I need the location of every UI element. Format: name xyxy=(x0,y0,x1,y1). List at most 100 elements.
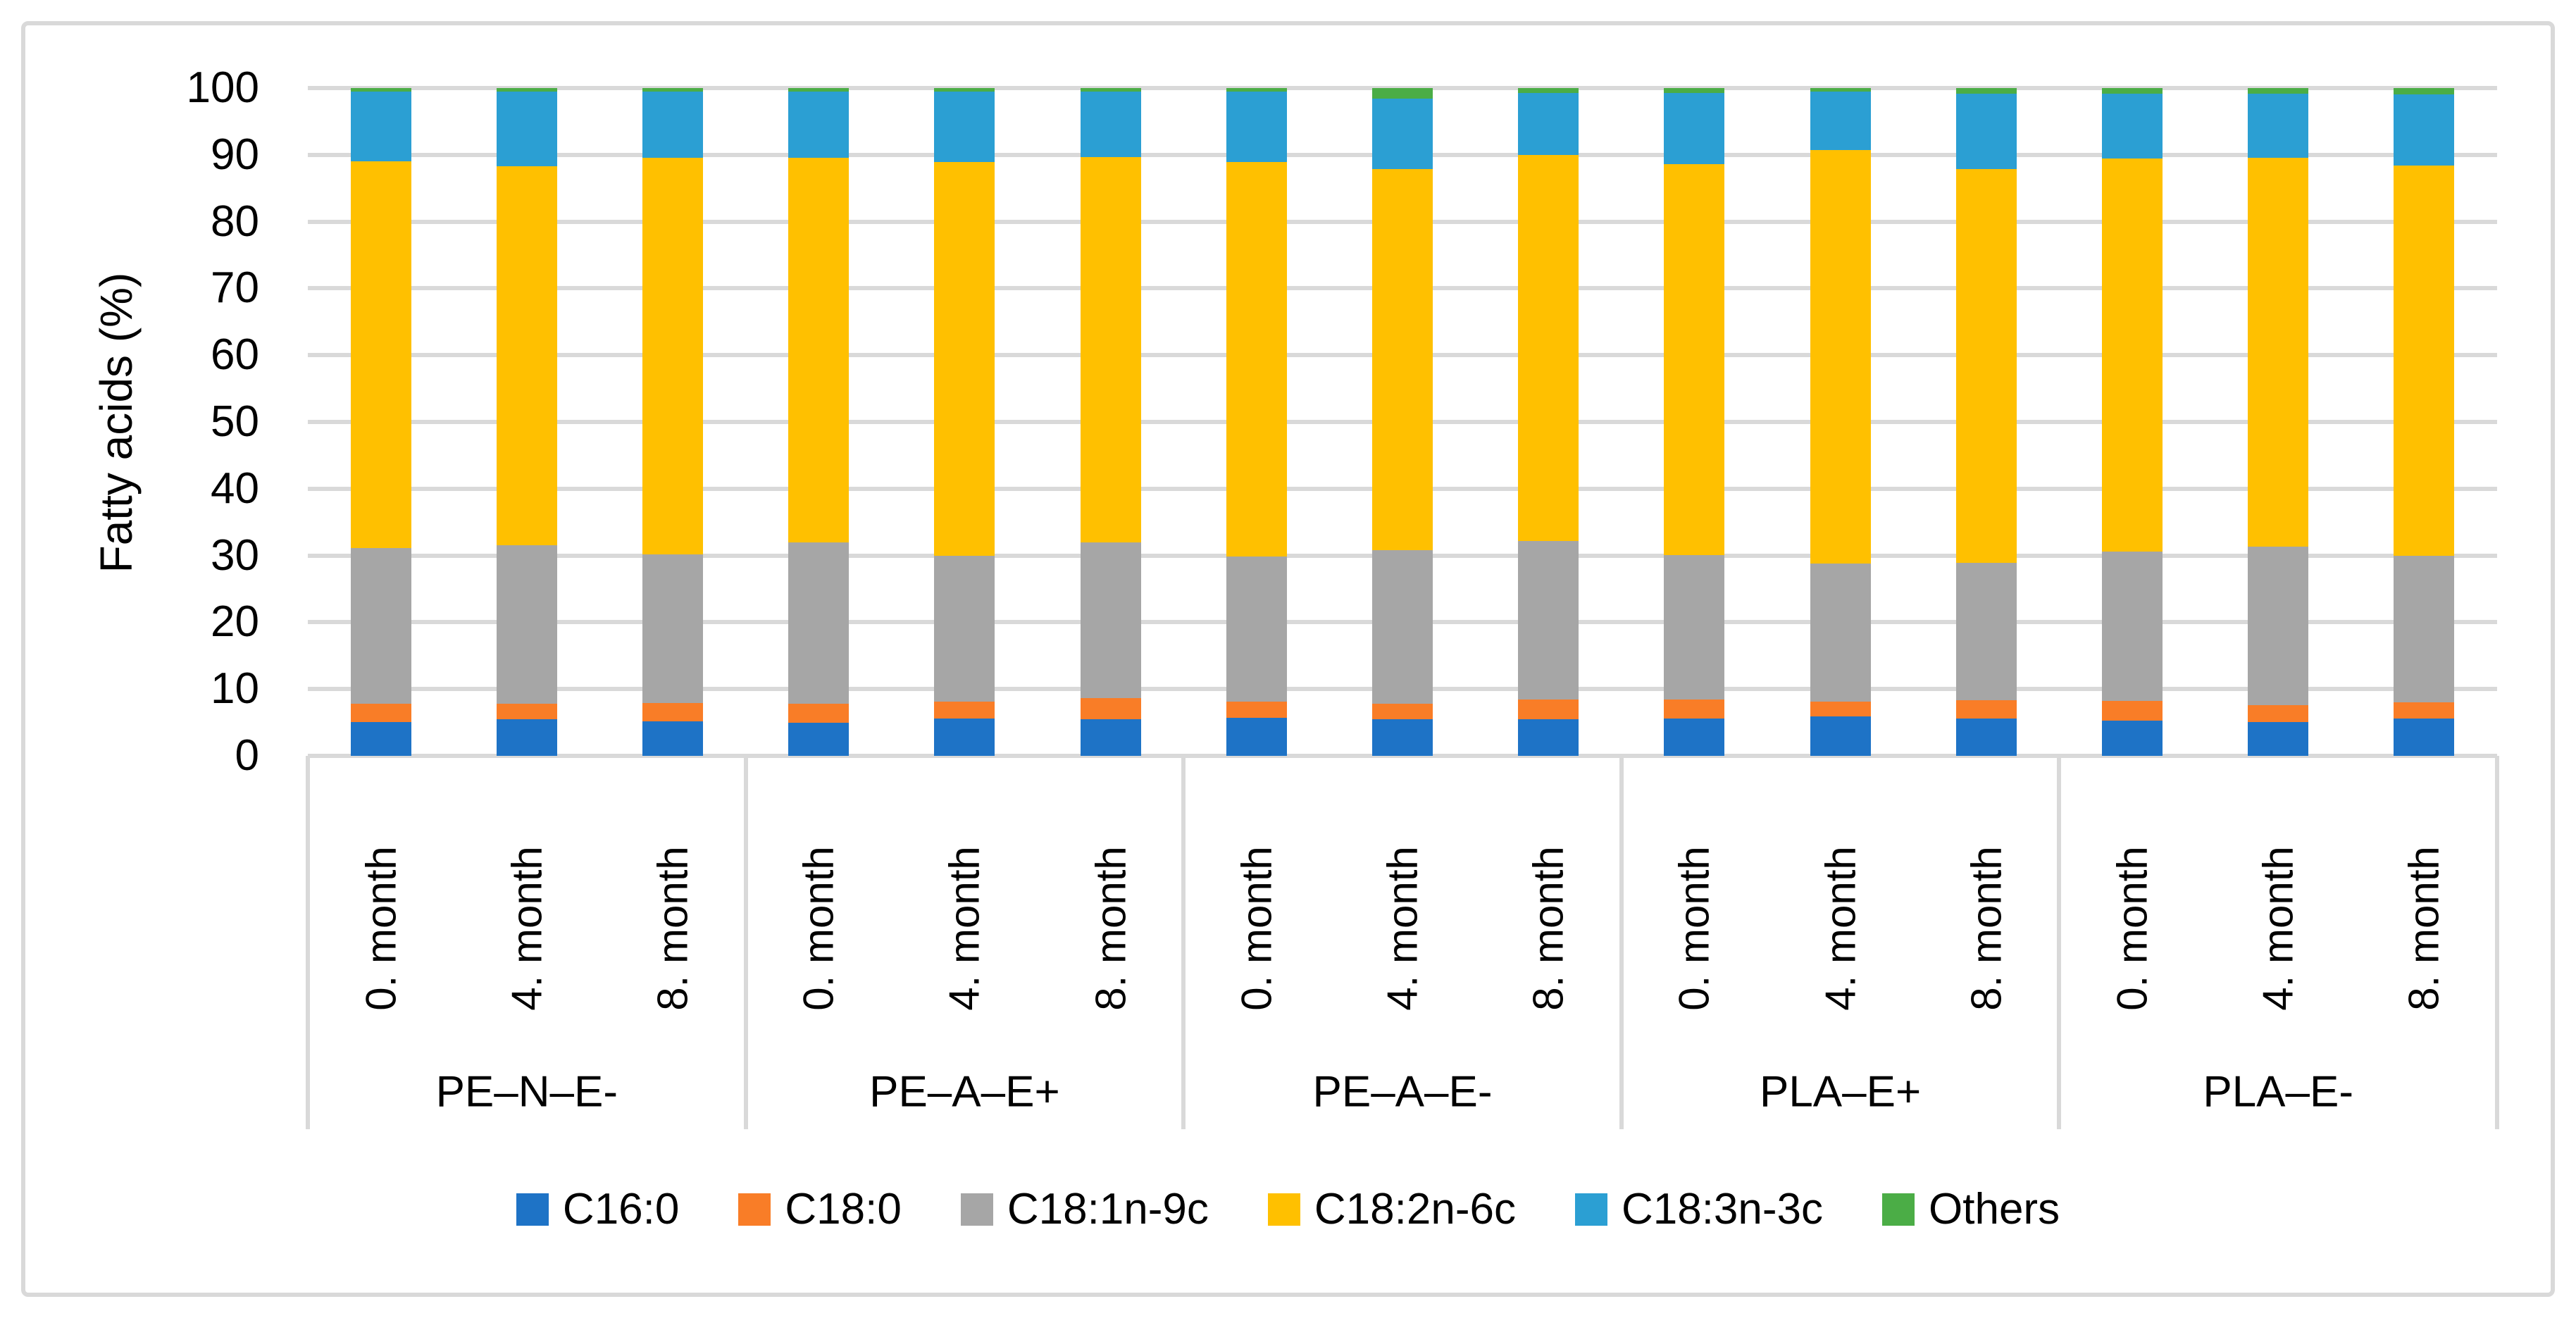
bar-segment-C18:0 xyxy=(1664,700,1725,719)
legend-item-C18:0: C18:0 xyxy=(738,1185,902,1233)
bar-segment-C18:3n-3c xyxy=(2248,93,2309,158)
legend-label: Others xyxy=(1929,1185,2060,1233)
bar-segment-Others xyxy=(1080,88,1141,92)
bar-segment-C18:3n-3c xyxy=(934,91,995,163)
bar-segment-C18:0 xyxy=(2394,702,2455,719)
bar-segment-C16:0 xyxy=(350,721,411,756)
bar-segment-C18:0 xyxy=(1955,700,2017,719)
bar-segment-Others xyxy=(788,88,850,92)
bar-segment-Others xyxy=(934,88,995,92)
y-tick-label: 50 xyxy=(211,397,259,446)
group-label: PE–A–E+ xyxy=(869,1067,1060,1117)
bar-segment-C16:0 xyxy=(1372,719,1433,756)
bar-segment-C18:2n-6c xyxy=(788,157,850,542)
month-label: 4. month xyxy=(503,846,551,1011)
bar-segment-C18:1n-9c xyxy=(1372,550,1433,704)
bar-segment-C18:3n-3c xyxy=(1810,91,1871,151)
bar-segment-C18:0 xyxy=(1810,702,1871,717)
month-label: 0. month xyxy=(357,846,405,1011)
group-separator xyxy=(743,756,748,1129)
y-tick-label: 40 xyxy=(211,464,259,513)
bar-segment-C18:1n-9c xyxy=(1664,554,1725,700)
bar-segment-Others xyxy=(496,88,557,92)
legend-label: C18:0 xyxy=(785,1185,902,1233)
y-tick-label: 60 xyxy=(211,330,259,380)
bar-segment-C18:2n-6c xyxy=(1664,164,1725,555)
group-separator xyxy=(2057,756,2062,1129)
bar-segment-C18:1n-9c xyxy=(1226,557,1287,702)
bar-segment-C18:1n-9c xyxy=(2394,555,2455,703)
bar-segment-C18:3n-3c xyxy=(788,91,850,158)
month-label: 8. month xyxy=(2400,846,2448,1011)
month-label: 0. month xyxy=(2108,846,2156,1011)
bar-segment-C18:2n-6c xyxy=(1955,168,2017,564)
y-tick-label: 80 xyxy=(211,197,259,246)
bar-segment-C16:0 xyxy=(496,719,557,756)
bar-segment-Others xyxy=(2394,88,2455,95)
bar-segment-C18:3n-3c xyxy=(2102,93,2163,159)
group-separator xyxy=(306,756,310,1129)
y-axis-title: Fatty acids (%) xyxy=(91,272,142,573)
month-label: 0. month xyxy=(1233,846,1281,1011)
bar-segment-C18:2n-6c xyxy=(2394,165,2455,556)
legend-label: C18:1n-9c xyxy=(1007,1185,1209,1233)
y-tick-label: 20 xyxy=(211,597,259,647)
legend-item-C18:3n-3c: C18:3n-3c xyxy=(1574,1185,1824,1233)
bar-segment-C18:3n-3c xyxy=(1372,99,1433,169)
y-tick-label: 0 xyxy=(235,731,259,780)
group-label: PE–N–E- xyxy=(435,1067,618,1117)
bar-segment-C16:0 xyxy=(1810,716,1871,756)
bar-segment-Others xyxy=(1810,88,1871,92)
bar-segment-C18:2n-6c xyxy=(350,161,411,549)
bar-segment-C18:1n-9c xyxy=(2248,547,2309,705)
bar-segment-C18:0 xyxy=(1226,702,1287,718)
bar-segment-C18:1n-9c xyxy=(2102,551,2163,702)
group-label: PE–A–E- xyxy=(1312,1067,1493,1117)
y-tick-label: 100 xyxy=(186,63,259,112)
bar-segment-C16:0 xyxy=(934,718,995,756)
bar-segment-C18:2n-6c xyxy=(1080,156,1141,542)
bar-segment-C18:3n-3c xyxy=(350,91,411,162)
bar-segment-C18:0 xyxy=(2248,704,2309,722)
bar-segment-C18:2n-6c xyxy=(642,157,703,554)
month-label: 8. month xyxy=(1962,846,2010,1011)
y-tick-label: 30 xyxy=(211,530,259,580)
bar-segment-C18:0 xyxy=(642,703,703,721)
y-tick-label: 70 xyxy=(211,263,259,313)
bar-segment-C18:1n-9c xyxy=(642,554,703,704)
legend-swatch xyxy=(516,1193,549,1226)
legend-label: C18:3n-3c xyxy=(1621,1185,1824,1233)
bar-segment-C18:2n-6c xyxy=(934,162,995,556)
bar-segment-C18:1n-9c xyxy=(350,548,411,704)
bar-segment-C18:1n-9c xyxy=(1810,563,1871,702)
legend-item-C18:2n-6c: C18:2n-6c xyxy=(1267,1188,1516,1231)
bar-segment-C18:0 xyxy=(350,704,411,722)
bar-segment-C16:0 xyxy=(2102,720,2163,756)
bar-segment-C16:0 xyxy=(1518,719,1579,756)
bar-segment-C18:2n-6c xyxy=(2248,157,2309,547)
bar-segment-C18:3n-3c xyxy=(642,91,703,158)
month-label: 8. month xyxy=(649,846,697,1011)
bar-segment-C18:0 xyxy=(1518,700,1579,719)
bar-segment-C18:0 xyxy=(2102,701,2163,721)
bar-segment-Others xyxy=(1664,88,1725,93)
bar-segment-C18:3n-3c xyxy=(1080,91,1141,157)
month-label: 4. month xyxy=(940,846,988,1011)
bar-segment-C16:0 xyxy=(1955,718,2017,756)
legend-label: C16:0 xyxy=(562,1185,680,1233)
bar-segment-C18:1n-9c xyxy=(496,545,557,704)
legend-swatch xyxy=(960,1193,993,1226)
bar-segment-Others xyxy=(1226,88,1287,92)
bar-segment-C16:0 xyxy=(1080,719,1141,756)
bar-segment-C18:1n-9c xyxy=(1955,563,2017,701)
legend-item-C18:1n-9c: C18:1n-9c xyxy=(960,1185,1209,1233)
bar-segment-C18:0 xyxy=(788,704,850,723)
bar-segment-Others xyxy=(2248,88,2309,94)
month-label: 8. month xyxy=(1524,846,1572,1011)
bar-segment-C18:1n-9c xyxy=(788,542,850,704)
legend-swatch xyxy=(738,1193,771,1226)
bar-segment-Others xyxy=(2102,88,2163,94)
y-tick-label: 90 xyxy=(211,130,259,179)
group-separator xyxy=(1181,756,1186,1129)
